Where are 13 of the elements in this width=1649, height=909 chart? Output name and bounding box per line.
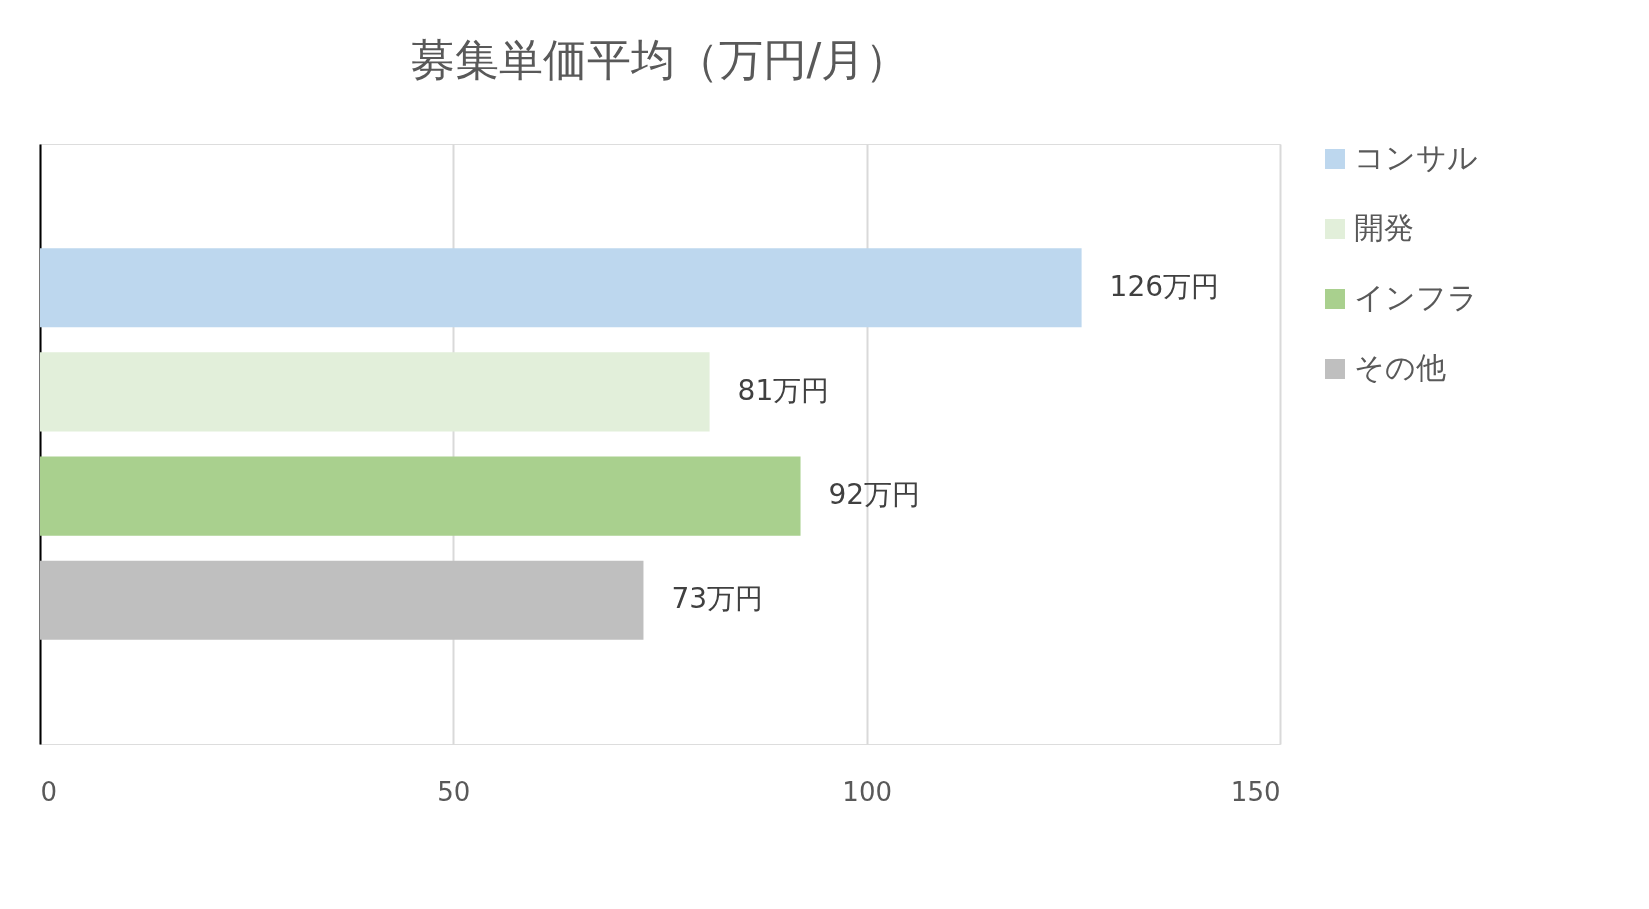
data-label: 73万円 (671, 582, 764, 616)
x-tick-label: 150 (1230, 776, 1281, 807)
legend-label: インフラ (1354, 280, 1478, 315)
x-tick-label: 100 (842, 776, 892, 807)
legend-label: コンサル (1354, 140, 1478, 175)
x-tick-label: 50 (437, 776, 471, 807)
legend-label: 開発 (1354, 210, 1414, 245)
data-label: 126万円 (1109, 269, 1220, 303)
data-label: 92万円 (828, 478, 921, 512)
data-label: 81万円 (737, 373, 830, 407)
legend-label: その他 (1354, 350, 1446, 385)
x-tick-label: 0 (40, 776, 58, 807)
chart-title: 募集単価平均（万円/月） (410, 34, 910, 85)
